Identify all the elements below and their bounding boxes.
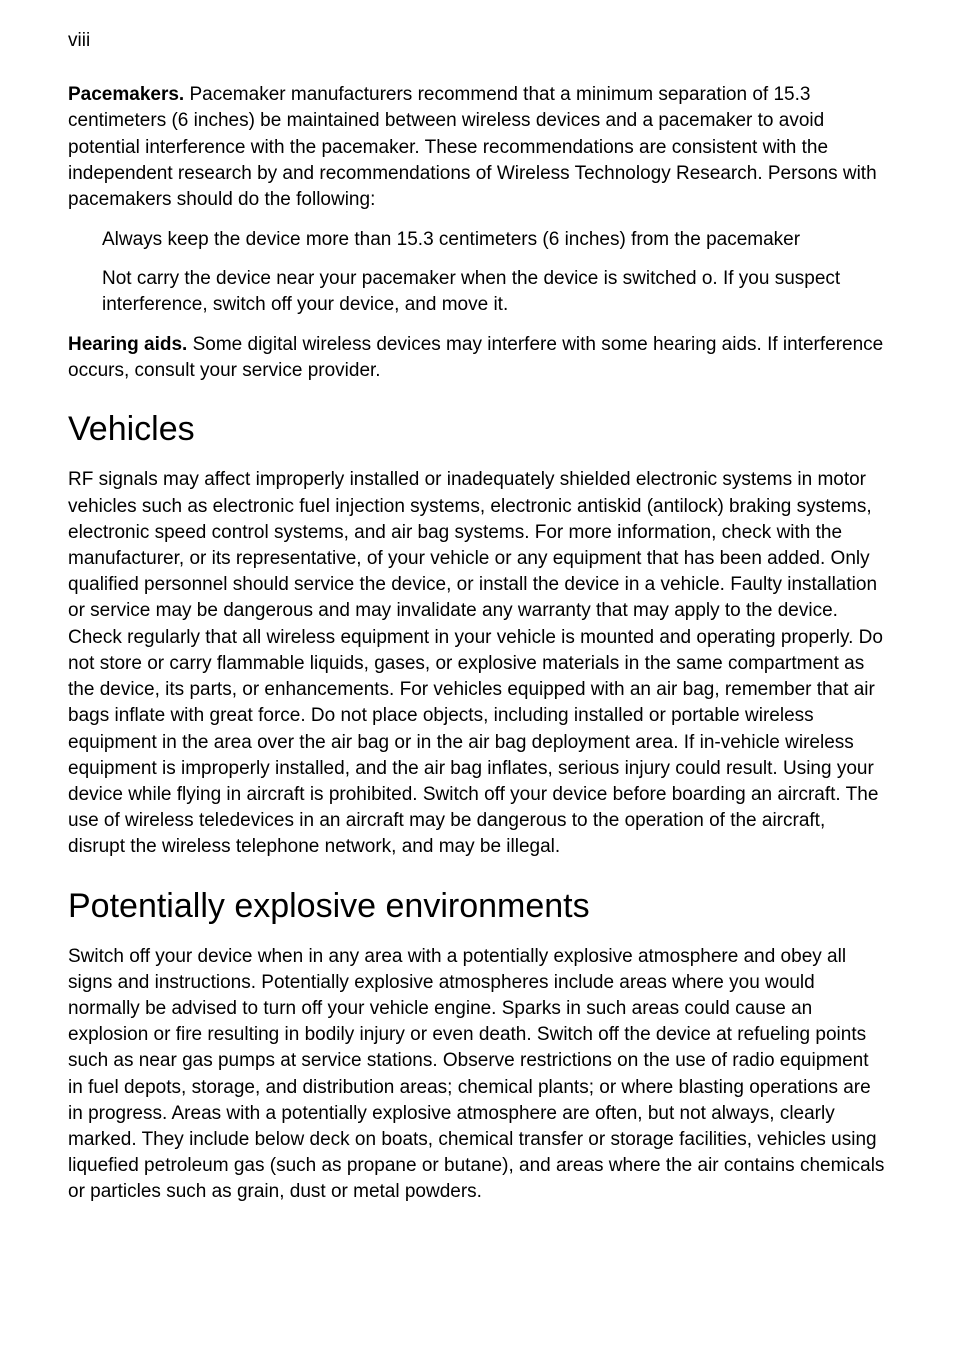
pacemakers-text: Pacemaker manufacturers recommend that a… [68,84,877,210]
pacemakers-paragraph: Pacemakers. Pacemaker manufacturers reco… [68,82,886,213]
explosive-heading: Potentially explosive environments [68,883,886,930]
hearing-aids-paragraph: Hearing aids. Some digital wireless devi… [68,332,886,384]
page-number: viii [68,28,886,54]
vehicles-body: RF signals may affect improperly install… [68,467,886,860]
explosive-body: Switch off your device when in any area … [68,944,886,1206]
hearing-aids-text: Some digital wireless devices may interf… [68,334,883,381]
pacemakers-label: Pacemakers. [68,84,184,105]
list-item: Always keep the device more than 15.3 ce… [102,227,886,253]
list-item: Not carry the device near your pacemaker… [102,266,886,318]
hearing-aids-label: Hearing aids. [68,334,187,355]
pacemakers-bullets: Always keep the device more than 15.3 ce… [68,227,886,318]
vehicles-heading: Vehicles [68,406,886,453]
